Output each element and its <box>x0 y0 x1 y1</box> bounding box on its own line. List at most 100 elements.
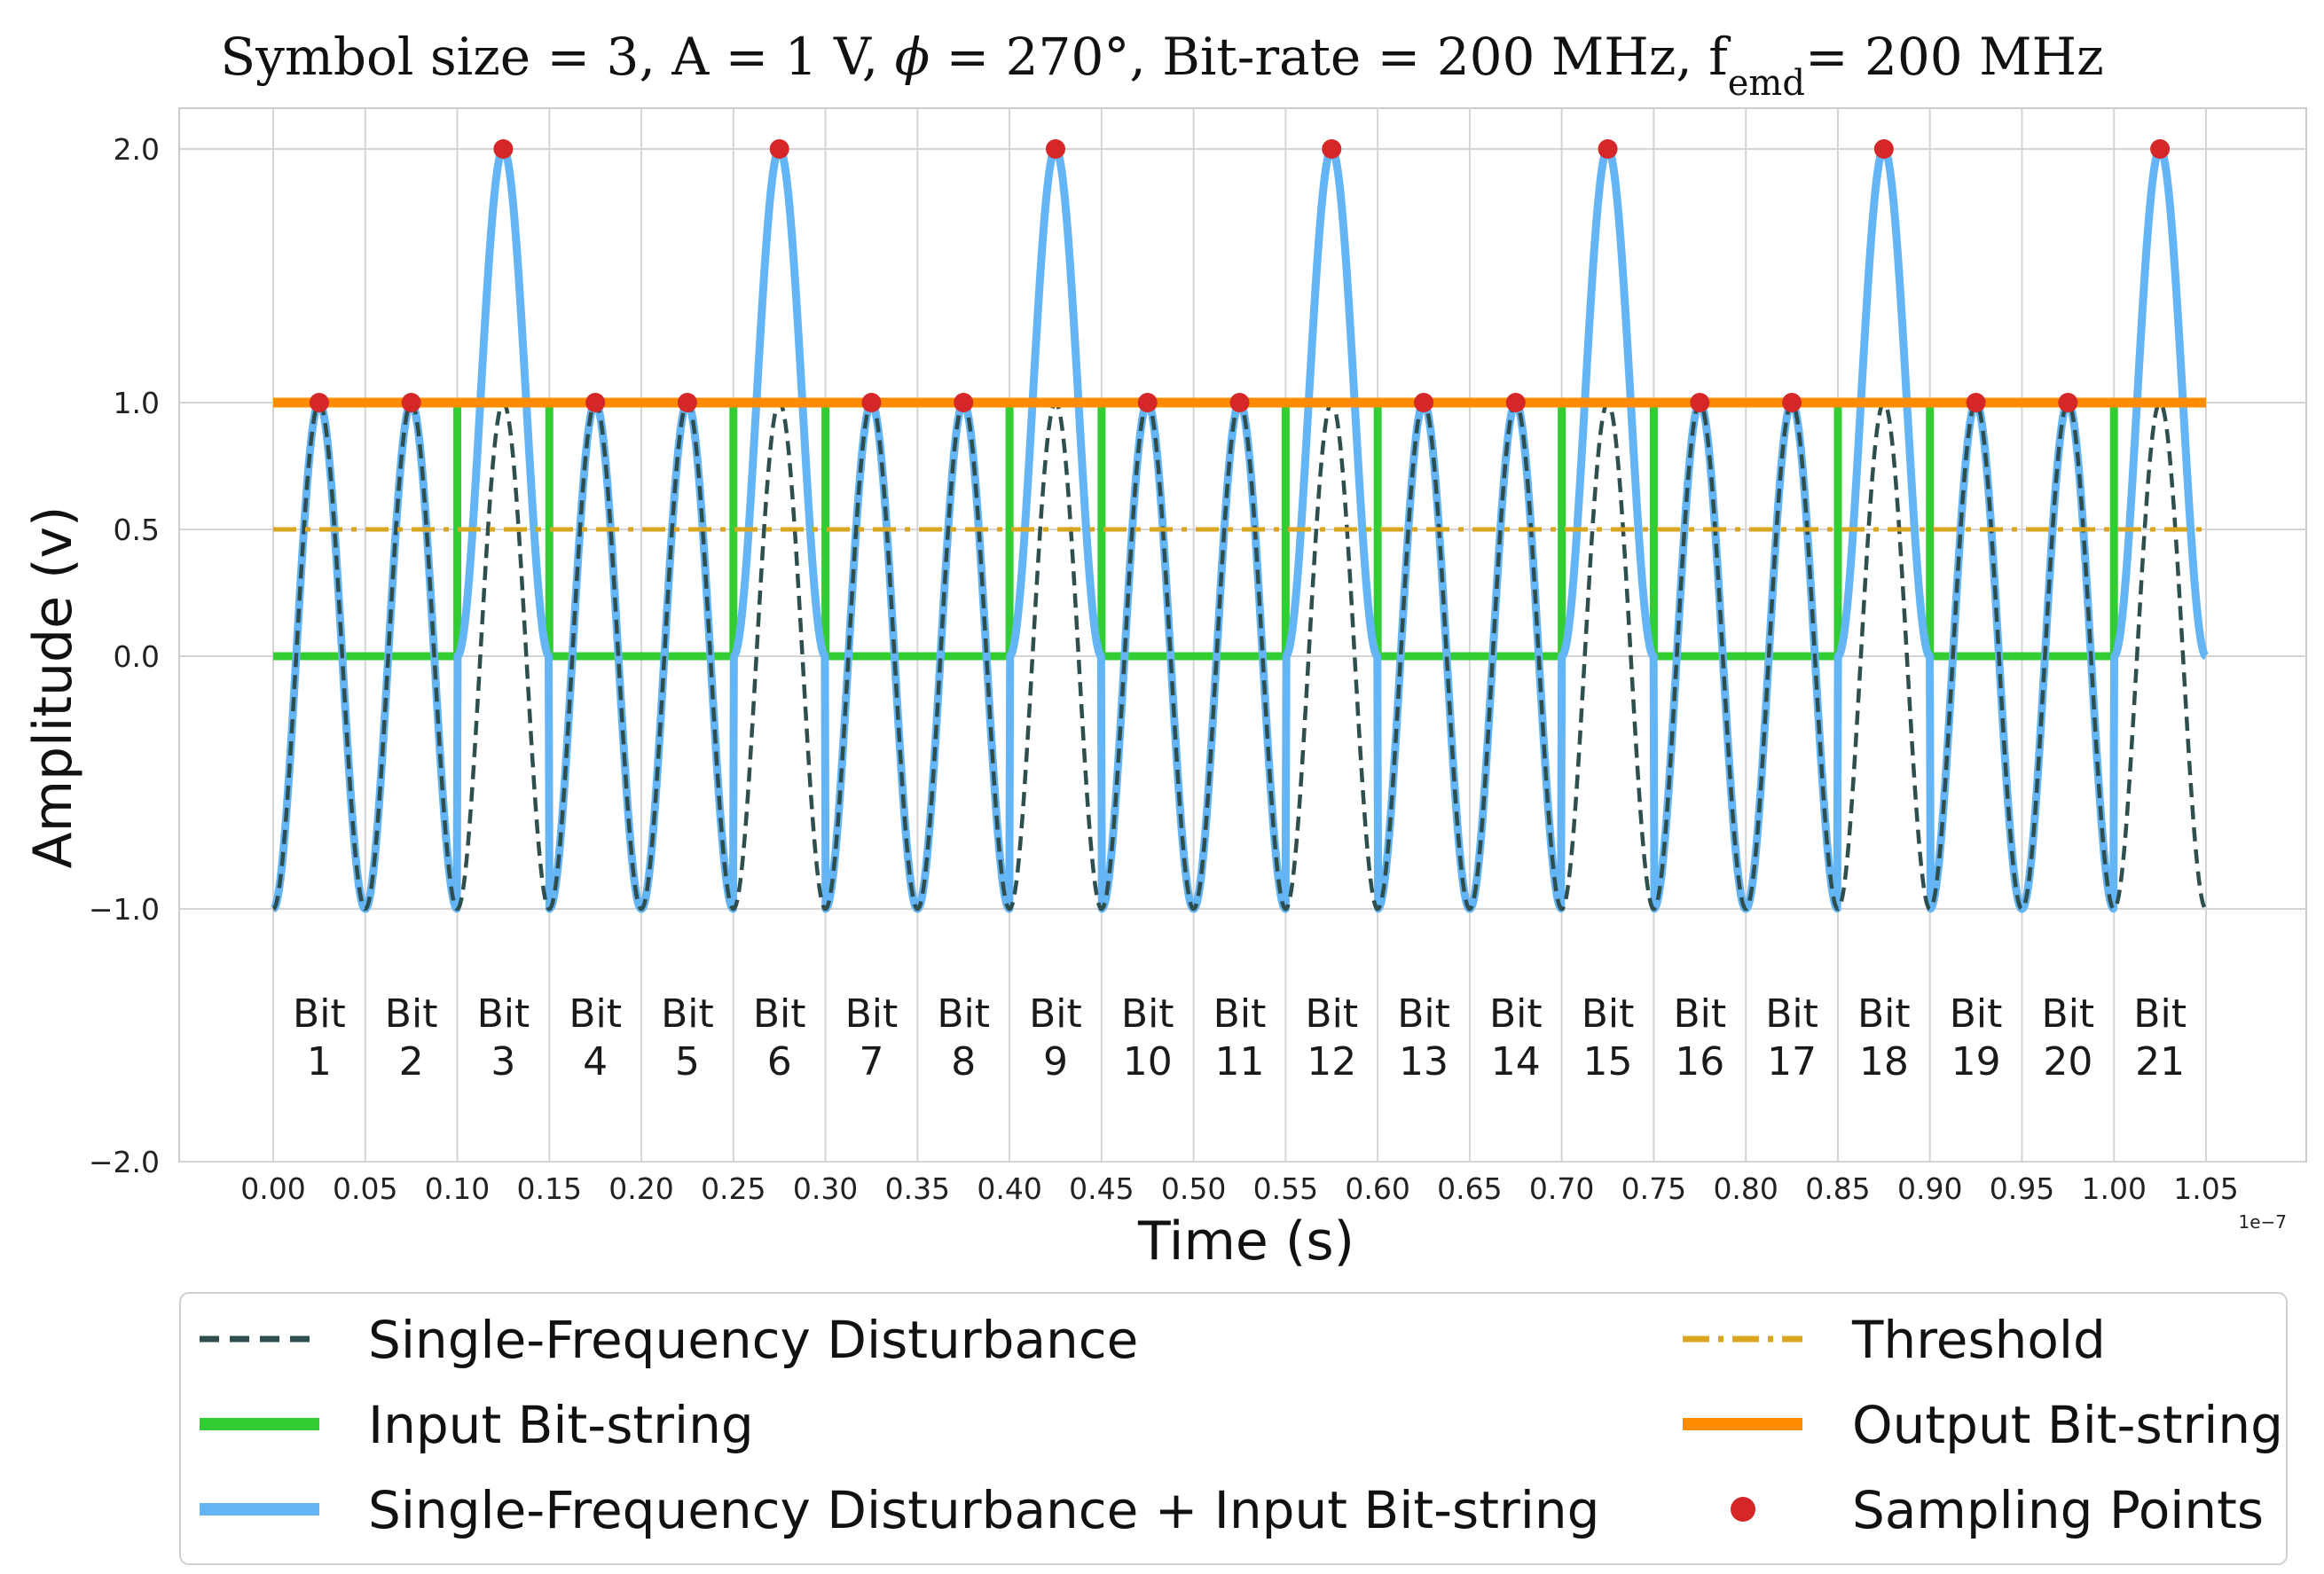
chart-title: Symbol size = 3, A = 1 V, ϕ = 270°, Bit-… <box>220 27 2103 104</box>
x-tick-label: 0.10 <box>425 1171 490 1206</box>
bit-label-number: 15 <box>1583 1039 1633 1085</box>
sampling-point <box>677 393 697 412</box>
bit-label-number: 13 <box>1399 1039 1449 1085</box>
legend-label-input: Input Bit-string <box>368 1395 754 1455</box>
bit-label-word: Bit <box>1489 991 1543 1037</box>
sampling-point <box>2150 139 2171 159</box>
bit-label-word: Bit <box>661 991 714 1037</box>
title-subscript: emd <box>1728 63 1805 104</box>
bit-label-word: Bit <box>1029 991 1082 1037</box>
x-tick-label: 0.35 <box>885 1171 950 1206</box>
x-tick-label: 0.60 <box>1345 1171 1409 1206</box>
x-tick-label: 0.05 <box>333 1171 397 1206</box>
legend: Single-Frequency Disturbance Input Bit-s… <box>179 1292 2288 1565</box>
title-middle: = 270°, Bit-rate = 200 MHz, f <box>930 27 1731 87</box>
y-tick-label: 0.5 <box>114 513 160 547</box>
sampling-point <box>1322 139 1342 159</box>
bit-label-number: 18 <box>1859 1039 1909 1085</box>
x-tick-label: 0.00 <box>240 1171 305 1206</box>
x-tick-label: 0.15 <box>517 1171 582 1206</box>
bit-label-number: 14 <box>1491 1039 1541 1085</box>
bit-label-number: 20 <box>2043 1039 2092 1085</box>
x-tick-label: 0.25 <box>701 1171 766 1206</box>
bit-label-word: Bit <box>937 991 990 1037</box>
sampling-point <box>1690 393 1710 412</box>
sampling-point <box>1414 393 1434 412</box>
x-tick-label: 0.45 <box>1069 1171 1134 1206</box>
legend-label-sum: Single-Frequency Disturbance + Input Bit… <box>368 1480 1600 1540</box>
bit-label-number: 12 <box>1307 1039 1356 1085</box>
sampling-point <box>1229 393 1250 412</box>
sampling-point <box>1782 393 1802 412</box>
bit-label-word: Bit <box>1673 991 1726 1037</box>
x-offset-text: 1e−7 <box>2238 1211 2287 1233</box>
bit-label-number: 2 <box>399 1039 424 1085</box>
legend-swatch-sampling <box>1731 1497 1755 1522</box>
sampling-point <box>493 139 514 159</box>
legend-label-disturbance: Single-Frequency Disturbance <box>368 1310 1138 1370</box>
legend-label-output: Output Bit-string <box>1852 1395 2283 1455</box>
sampling-point <box>2058 393 2078 412</box>
sampling-point <box>1505 393 1526 412</box>
x-tick-label: 0.90 <box>1897 1171 1962 1206</box>
sampling-point <box>309 393 329 412</box>
y-tick-label: −2.0 <box>89 1145 160 1179</box>
x-tick-label: 0.55 <box>1253 1171 1318 1206</box>
bit-label-number: 6 <box>767 1039 792 1085</box>
x-tick-label: 0.30 <box>793 1171 858 1206</box>
sampling-point <box>401 393 421 412</box>
bit-label-word: Bit <box>1213 991 1267 1037</box>
title-prefix: Symbol size = 3, A = 1 V, <box>220 27 894 87</box>
sampling-point <box>585 393 606 412</box>
x-tick-label: 0.40 <box>977 1171 1041 1206</box>
legend-label-threshold: Threshold <box>1851 1310 2106 1370</box>
sampling-point <box>769 139 789 159</box>
x-tick-label: 1.00 <box>2081 1171 2146 1206</box>
bit-label-word: Bit <box>477 991 530 1037</box>
bit-label-number: 8 <box>951 1039 976 1085</box>
y-tick-label: 2.0 <box>114 132 160 167</box>
bit-label-word: Bit <box>1857 991 1911 1037</box>
bit-label-number: 19 <box>1951 1039 2001 1085</box>
x-tick-label: 0.70 <box>1529 1171 1594 1206</box>
bit-label-word: Bit <box>385 991 438 1037</box>
tick-labels: 0.00 0.05 0.10 0.15 0.20 0.25 0.30 0.35 0.40 0.45… <box>89 132 2239 1206</box>
bit-label-number: 1 <box>307 1039 332 1085</box>
bit-label-word: Bit <box>1397 991 1450 1037</box>
bit-label-number: 7 <box>859 1039 883 1085</box>
sampling-markers <box>309 139 2171 412</box>
bit-label-word: Bit <box>1582 991 1635 1037</box>
title-phi: ϕ <box>895 27 930 87</box>
sampling-point <box>1873 139 1894 159</box>
legend-frame <box>179 1292 2288 1565</box>
bit-label-number: 16 <box>1675 1039 1724 1085</box>
sampling-point <box>1598 139 1618 159</box>
bit-label-word: Bit <box>2042 991 2095 1037</box>
x-axis-title: Time (s) <box>1137 1210 1354 1273</box>
bit-label-number: 5 <box>675 1039 700 1085</box>
y-tick-label: 1.0 <box>114 386 160 420</box>
x-tick-label: 0.65 <box>1437 1171 1502 1206</box>
bit-label-word: Bit <box>1305 991 1358 1037</box>
bit-label-word: Bit <box>1765 991 1818 1037</box>
bit-label-word: Bit <box>569 991 622 1037</box>
bit-label-word: Bit <box>1950 991 2003 1037</box>
bit-label-number: 17 <box>1767 1039 1817 1085</box>
x-tick-label: 0.50 <box>1161 1171 1226 1206</box>
title-suffix: = 200 MHz <box>1805 27 2104 87</box>
bit-label-word: Bit <box>293 991 346 1037</box>
sampling-point <box>1137 393 1158 412</box>
x-tick-label: 0.80 <box>1713 1171 1778 1206</box>
bit-label-word: Bit <box>753 991 806 1037</box>
x-tick-label: 0.95 <box>1990 1171 2054 1206</box>
bit-label-number: 21 <box>2135 1039 2185 1085</box>
sampling-point <box>1045 139 1065 159</box>
bit-label-word: Bit <box>845 991 899 1037</box>
bit-label-number: 10 <box>1123 1039 1173 1085</box>
y-tick-label: −1.0 <box>89 892 160 927</box>
x-tick-label: 0.75 <box>1621 1171 1686 1206</box>
y-axis-title: Amplitude (v) <box>22 506 84 869</box>
sampling-point <box>954 393 974 412</box>
bit-labels: Bit1Bit2Bit3Bit4Bit5Bit6Bit7Bit8Bit9Bit1… <box>293 991 2187 1085</box>
bit-label-number: 9 <box>1043 1039 1068 1085</box>
